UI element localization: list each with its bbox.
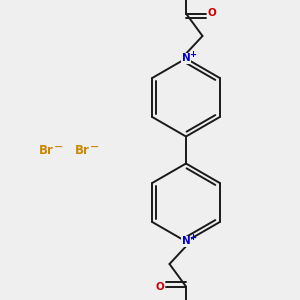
Text: N: N (182, 236, 190, 247)
Text: N: N (182, 53, 190, 64)
Text: O: O (208, 8, 217, 19)
Text: Br: Br (75, 143, 90, 157)
Text: +: + (189, 233, 196, 242)
Text: −: − (54, 141, 63, 152)
Text: −: − (90, 141, 99, 152)
Text: +: + (189, 50, 196, 59)
Text: O: O (155, 281, 164, 292)
Text: Br: Br (39, 143, 54, 157)
